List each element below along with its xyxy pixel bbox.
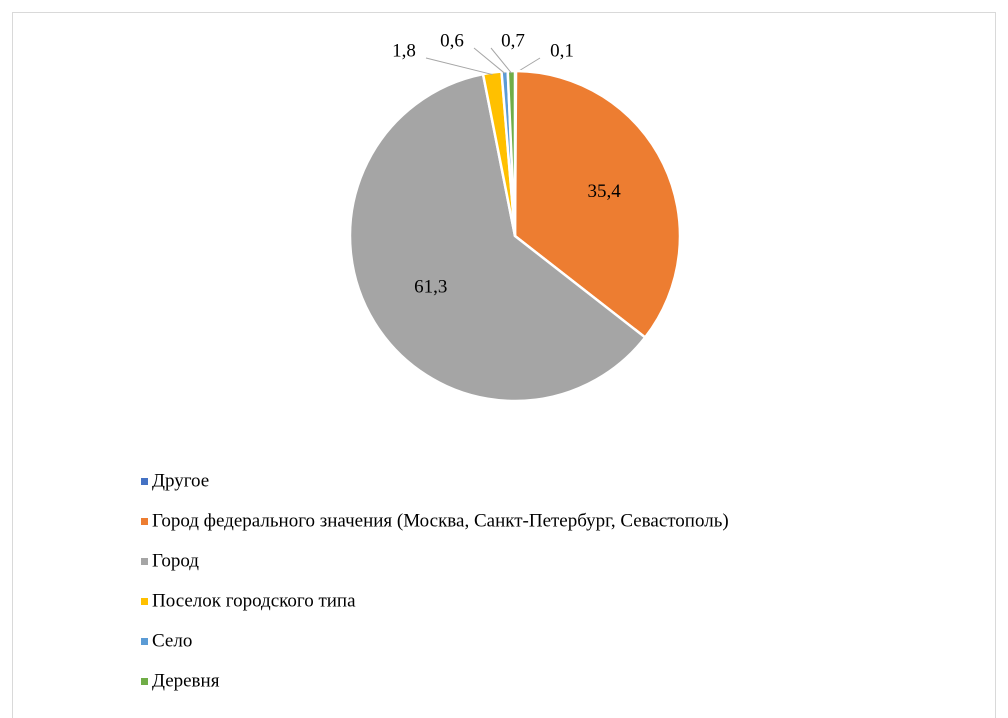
data-label: 61,3 xyxy=(414,276,447,297)
legend-label: Село xyxy=(152,630,192,651)
legend-label: Город федерального значения (Москва, Сан… xyxy=(152,510,729,531)
legend-label: Другое xyxy=(152,470,209,491)
data-label: 35,4 xyxy=(587,181,621,202)
legend-swatch xyxy=(141,638,148,645)
leader-line xyxy=(473,47,506,74)
pie-slice xyxy=(348,72,647,403)
chart-frame xyxy=(12,12,996,718)
pie-slice xyxy=(513,69,682,340)
legend-swatch xyxy=(141,478,148,485)
leader-line xyxy=(425,57,493,76)
data-label: 0,6 xyxy=(440,30,464,51)
legend-swatch xyxy=(141,598,148,605)
data-label: 0,1 xyxy=(550,40,574,61)
legend-swatch xyxy=(141,678,148,685)
data-label: 0,7 xyxy=(501,30,525,51)
legend-swatch xyxy=(141,558,148,565)
legend-label: Город xyxy=(152,550,199,571)
pie-slice xyxy=(506,69,517,237)
data-label: 1,8 xyxy=(392,40,416,61)
leader-line xyxy=(490,47,512,74)
legend-label: Поселок городского типа xyxy=(152,590,356,611)
legend-swatch xyxy=(141,518,148,525)
legend-label: Деревня xyxy=(152,670,220,691)
